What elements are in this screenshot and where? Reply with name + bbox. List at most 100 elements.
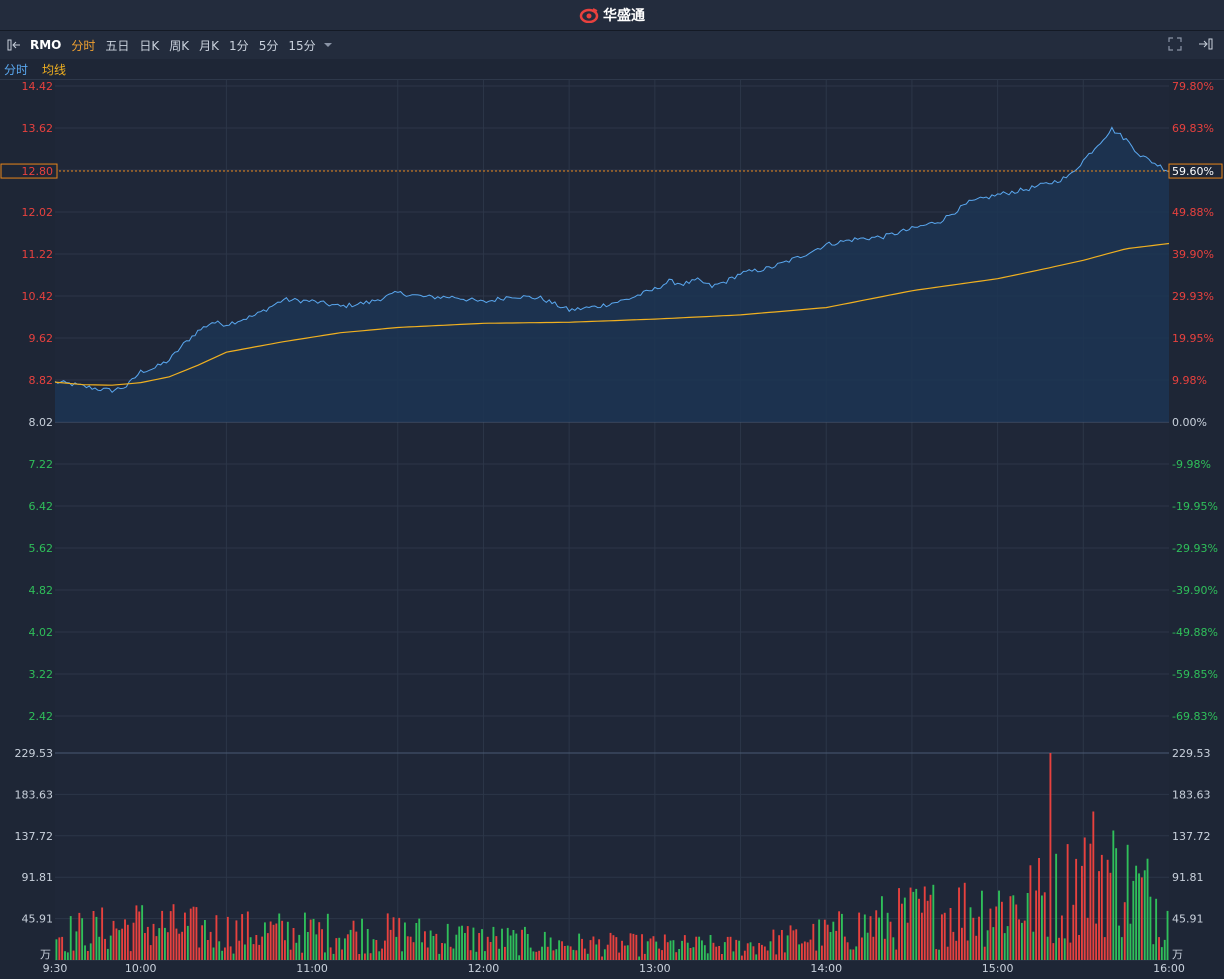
collapse-left-icon[interactable] xyxy=(6,38,22,52)
volume-bar xyxy=(524,926,526,960)
volume-bar xyxy=(1043,892,1046,960)
price-tick-label: 4.82 xyxy=(29,584,54,597)
price-tick-label: 2.42 xyxy=(29,710,54,723)
volume-bar xyxy=(598,939,601,960)
volume-bar xyxy=(518,955,521,960)
tab-intraday[interactable]: 分时 xyxy=(71,38,96,53)
volume-bar xyxy=(418,918,421,960)
volume-bar xyxy=(881,896,883,960)
intraday-chart[interactable]: 14.42 13.62 12.80 12.02 11.22 10.42 9.62 8.82 79… xyxy=(0,80,1224,979)
volume-bar xyxy=(1021,922,1023,960)
volume-bar xyxy=(461,925,463,960)
volume-bar xyxy=(1149,896,1152,960)
volume-bar xyxy=(1049,753,1052,960)
fullscreen-icon[interactable] xyxy=(1168,37,1182,51)
tab-monthly-k[interactable]: 月K xyxy=(199,38,220,53)
volume-bar xyxy=(132,922,135,960)
volume-bar xyxy=(969,907,972,960)
volume-bar xyxy=(155,936,158,960)
price-tick-label: 8.82 xyxy=(29,374,54,387)
volume-bar xyxy=(158,928,161,960)
volume-bar xyxy=(798,944,801,960)
volume-bar xyxy=(1061,915,1063,960)
volume-bar xyxy=(166,932,169,960)
volume-bar xyxy=(541,946,543,960)
tab-daily-k[interactable]: 日K xyxy=(139,38,160,53)
chevron-down-icon[interactable] xyxy=(322,40,334,50)
volume-bar xyxy=(709,935,712,960)
volume-bar xyxy=(138,911,141,960)
volume-bar xyxy=(755,954,758,960)
volume-bar xyxy=(478,933,481,960)
volume-bar xyxy=(878,917,880,960)
volume-bar xyxy=(75,931,78,960)
volume-bar xyxy=(192,906,195,960)
volume-bar xyxy=(512,930,515,960)
legend-bar: 分时 均线 xyxy=(0,59,1224,80)
volume-bar xyxy=(458,926,461,960)
tab-weekly-k[interactable]: 周K xyxy=(169,38,190,53)
volume-bar xyxy=(883,938,886,960)
volume-bar xyxy=(1086,917,1089,960)
expand-right-icon[interactable] xyxy=(1198,37,1214,51)
volume-bar xyxy=(321,929,323,960)
volume-bar xyxy=(226,916,229,960)
volume-bar xyxy=(663,934,666,960)
volume-bar xyxy=(172,904,175,960)
tab-5min[interactable]: 5分 xyxy=(258,38,279,53)
volume-bar xyxy=(189,908,192,960)
volume-bar xyxy=(783,952,786,960)
volume-bar xyxy=(366,929,369,960)
volume-bar xyxy=(849,949,852,960)
legend-average: 均线 xyxy=(42,62,67,77)
volume-bar xyxy=(775,954,778,960)
volume-bar xyxy=(318,922,321,960)
volume-bar xyxy=(384,940,386,960)
volume-bar xyxy=(855,946,858,960)
current-price-label: 12.80 xyxy=(22,165,54,178)
volume-tick-label: 91.81 xyxy=(1172,871,1204,884)
volume-bar xyxy=(932,884,935,960)
volume-bar xyxy=(1158,937,1160,960)
volume-bar xyxy=(372,939,375,960)
volume-bar xyxy=(941,914,943,960)
time-tick-label: 16:00 xyxy=(1153,962,1185,975)
price-tick-label: 7.22 xyxy=(29,458,54,471)
volume-bar xyxy=(998,890,1000,960)
volume-bar xyxy=(823,919,826,960)
volume-bar xyxy=(901,903,903,960)
volume-tick-label: 137.72 xyxy=(15,830,54,843)
volume-bar xyxy=(1038,858,1040,960)
volume-bar xyxy=(689,948,692,960)
volume-bar xyxy=(346,934,349,960)
volume-bar xyxy=(555,949,558,960)
volume-bar xyxy=(575,950,578,960)
volume-bar xyxy=(406,936,409,960)
time-tick-label: 14:00 xyxy=(810,962,842,975)
volume-bar xyxy=(195,907,198,960)
tab-five-day[interactable]: 五日 xyxy=(105,38,130,53)
volume-bar xyxy=(432,936,435,960)
volume-bar xyxy=(872,936,875,960)
time-tick-label: 11:00 xyxy=(296,962,328,975)
volume-bar xyxy=(706,953,709,960)
volume-bar xyxy=(929,894,932,960)
volume-bar xyxy=(846,942,849,960)
current-price-box xyxy=(0,163,58,179)
volume-bar xyxy=(335,938,338,960)
tab-15min[interactable]: 15分 xyxy=(288,38,316,53)
volume-tick-label: 137.72 xyxy=(1172,830,1211,843)
volume-bar xyxy=(529,947,532,960)
volume-bar xyxy=(115,928,118,960)
tab-1min[interactable]: 1分 xyxy=(229,38,249,53)
price-line xyxy=(54,126,1170,394)
volume-bar xyxy=(832,921,835,960)
volume-bar xyxy=(778,935,781,960)
symbol-label[interactable]: RMO xyxy=(30,38,62,52)
volume-bar xyxy=(369,953,372,960)
volume-bar xyxy=(495,936,498,960)
volume-bar xyxy=(815,950,818,960)
volume-bar xyxy=(569,946,572,960)
volume-bar xyxy=(869,916,872,960)
volume-bar xyxy=(621,940,623,960)
